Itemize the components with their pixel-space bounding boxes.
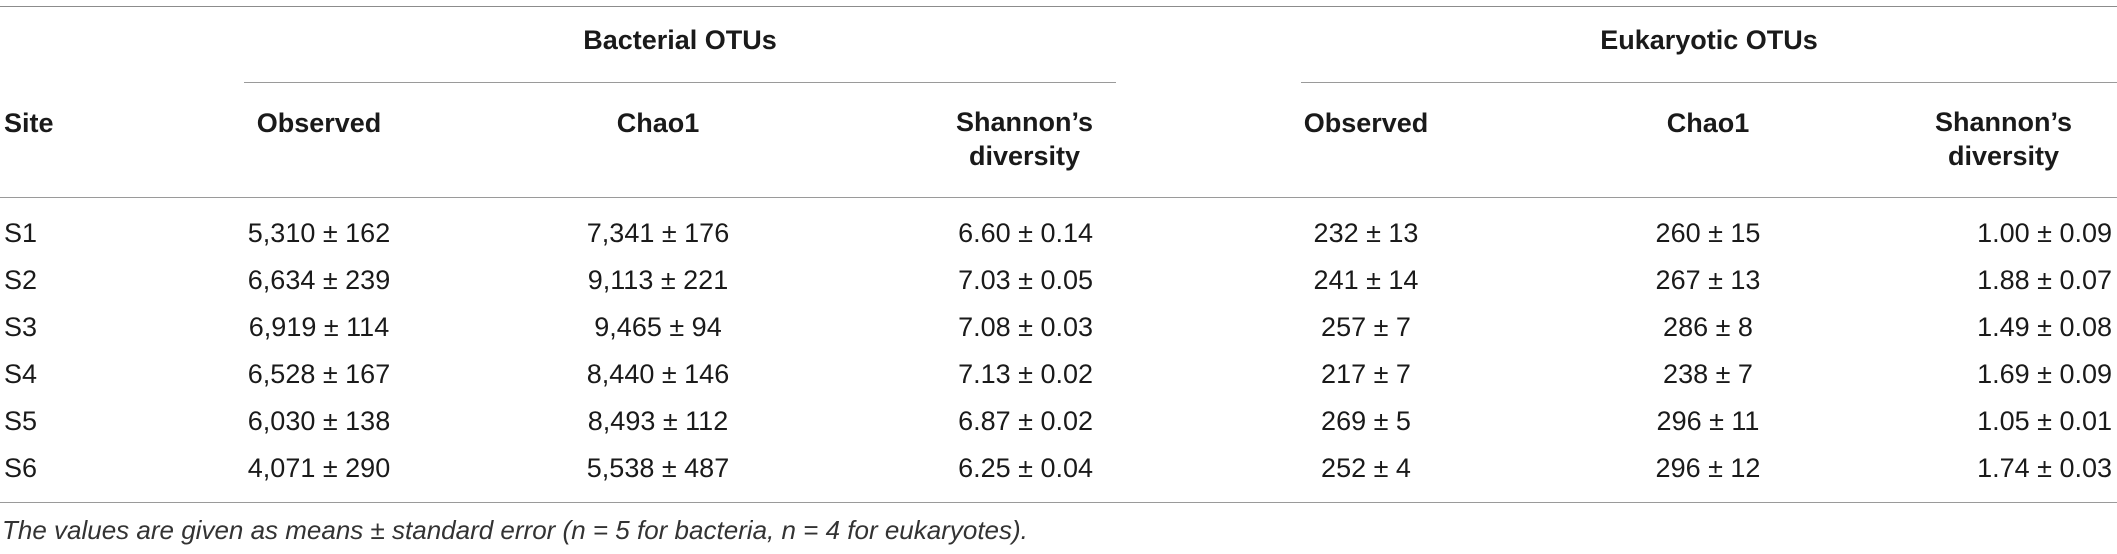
eukaryotic-shannon-cell: 1.05 ± 0.01 bbox=[1977, 406, 2112, 436]
bacterial-chao1-cell: 5,538 ± 487 bbox=[586, 453, 730, 483]
eukaryotic-chao1-cell: 238 ± 7 bbox=[1663, 359, 1753, 389]
eukaryotic-shannon-cell: 1.00 ± 0.09 bbox=[1977, 218, 2112, 248]
bacterial-chao1-cell: 8,440 ± 146 bbox=[586, 359, 730, 389]
eukaryotic-chao1-cell: 296 ± 12 bbox=[1655, 453, 1761, 483]
eukaryotic-shannon-cell: 1.69 ± 0.09 bbox=[1977, 359, 2112, 389]
bacterial-shannon-cell: 7.13 ± 0.02 bbox=[958, 359, 1093, 389]
shannon-header-line2: diversity bbox=[1947, 141, 2060, 171]
bacterial-chao1-cell: 9,113 ± 221 bbox=[587, 265, 729, 295]
site-cell: S2 bbox=[4, 265, 38, 295]
bacterial-observed-cell: 5,310 ± 162 bbox=[247, 218, 391, 248]
site-cell: S4 bbox=[4, 359, 38, 389]
eukaryotic-shannon-header: Shannon’s diversity bbox=[1935, 105, 2072, 173]
eukaryotic-shannon-cell: 1.88 ± 0.07 bbox=[1977, 265, 2112, 295]
eukaryotic-chao1-cell: 286 ± 8 bbox=[1663, 312, 1753, 342]
bacterial-shannon-cell: 7.03 ± 0.05 bbox=[958, 265, 1093, 295]
eukaryotic-chao1-header: Chao1 bbox=[1666, 108, 1750, 138]
eukaryotic-chao1-cell: 260 ± 15 bbox=[1655, 218, 1761, 248]
group-header-eukaryotic: Eukaryotic OTUs bbox=[1600, 25, 1818, 55]
eukaryotic-chao1-cell: 296 ± 11 bbox=[1656, 406, 1760, 436]
bacterial-observed-cell: 6,528 ± 167 bbox=[247, 359, 391, 389]
bacterial-chao1-cell: 7,341 ± 176 bbox=[586, 218, 730, 248]
bacterial-chao1-header: Chao1 bbox=[616, 108, 700, 138]
table-footnote: The values are given as means ± standard… bbox=[2, 515, 1028, 545]
header-bottom-rule bbox=[0, 197, 2117, 198]
group-header-bacterial: Bacterial OTUs bbox=[583, 25, 777, 55]
eukaryotic-group-rule bbox=[1301, 82, 2117, 83]
site-column-header: Site bbox=[4, 108, 54, 138]
site-cell: S3 bbox=[4, 312, 38, 342]
eukaryotic-chao1-cell: 267 ± 13 bbox=[1655, 265, 1761, 295]
bacterial-shannon-cell: 6.87 ± 0.02 bbox=[958, 406, 1093, 436]
bacterial-shannon-cell: 6.60 ± 0.14 bbox=[958, 218, 1093, 248]
bacterial-chao1-cell: 8,493 ± 112 bbox=[587, 406, 729, 436]
eukaryotic-shannon-cell: 1.74 ± 0.03 bbox=[1977, 453, 2112, 483]
eukaryotic-observed-header: Observed bbox=[1303, 108, 1429, 138]
eukaryotic-observed-cell: 257 ± 7 bbox=[1321, 312, 1411, 342]
shannon-header-line2: diversity bbox=[968, 141, 1081, 171]
eukaryotic-observed-cell: 269 ± 5 bbox=[1321, 406, 1411, 436]
site-cell: S6 bbox=[4, 453, 38, 483]
bottom-rule bbox=[0, 502, 2117, 503]
top-rule bbox=[0, 6, 2117, 7]
bacterial-observed-cell: 6,919 ± 114 bbox=[248, 312, 390, 342]
shannon-header-line1: Shannon’s bbox=[1934, 107, 2072, 137]
bacterial-observed-cell: 4,071 ± 290 bbox=[247, 453, 391, 483]
eukaryotic-observed-cell: 217 ± 7 bbox=[1321, 359, 1411, 389]
bacterial-shannon-cell: 7.08 ± 0.03 bbox=[958, 312, 1093, 342]
bacterial-shannon-header: Shannon’s diversity bbox=[956, 105, 1093, 173]
bacterial-observed-cell: 6,634 ± 239 bbox=[247, 265, 391, 295]
eukaryotic-observed-cell: 241 ± 14 bbox=[1313, 265, 1419, 295]
site-cell: S5 bbox=[4, 406, 38, 436]
eukaryotic-observed-cell: 252 ± 4 bbox=[1321, 453, 1411, 483]
bacterial-observed-header: Observed bbox=[256, 108, 382, 138]
site-cell: S1 bbox=[4, 218, 38, 248]
bacterial-chao1-cell: 9,465 ± 94 bbox=[594, 312, 722, 342]
eukaryotic-observed-cell: 232 ± 13 bbox=[1313, 218, 1419, 248]
bacterial-observed-cell: 6,030 ± 138 bbox=[247, 406, 391, 436]
eukaryotic-shannon-cell: 1.49 ± 0.08 bbox=[1977, 312, 2112, 342]
shannon-header-line1: Shannon’s bbox=[955, 107, 1093, 137]
bacterial-group-rule bbox=[244, 82, 1116, 83]
bacterial-shannon-cell: 6.25 ± 0.04 bbox=[958, 453, 1093, 483]
